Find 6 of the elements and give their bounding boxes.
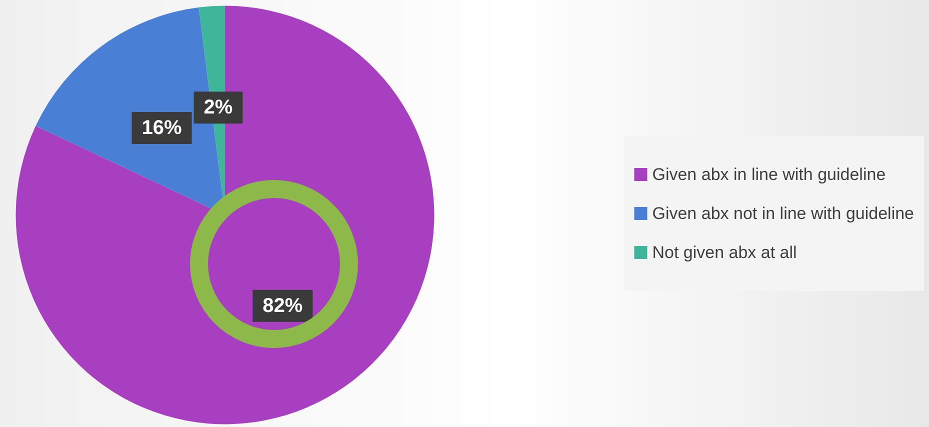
- legend-label: Given abx not in line with guideline: [652, 204, 914, 223]
- data-label: 82%: [262, 294, 303, 317]
- legend-label: Not given abx at all: [652, 243, 797, 262]
- data-label: 16%: [142, 116, 182, 139]
- legend-label: Given abx in line with guideline: [652, 165, 886, 184]
- data-label: 2%: [204, 96, 233, 119]
